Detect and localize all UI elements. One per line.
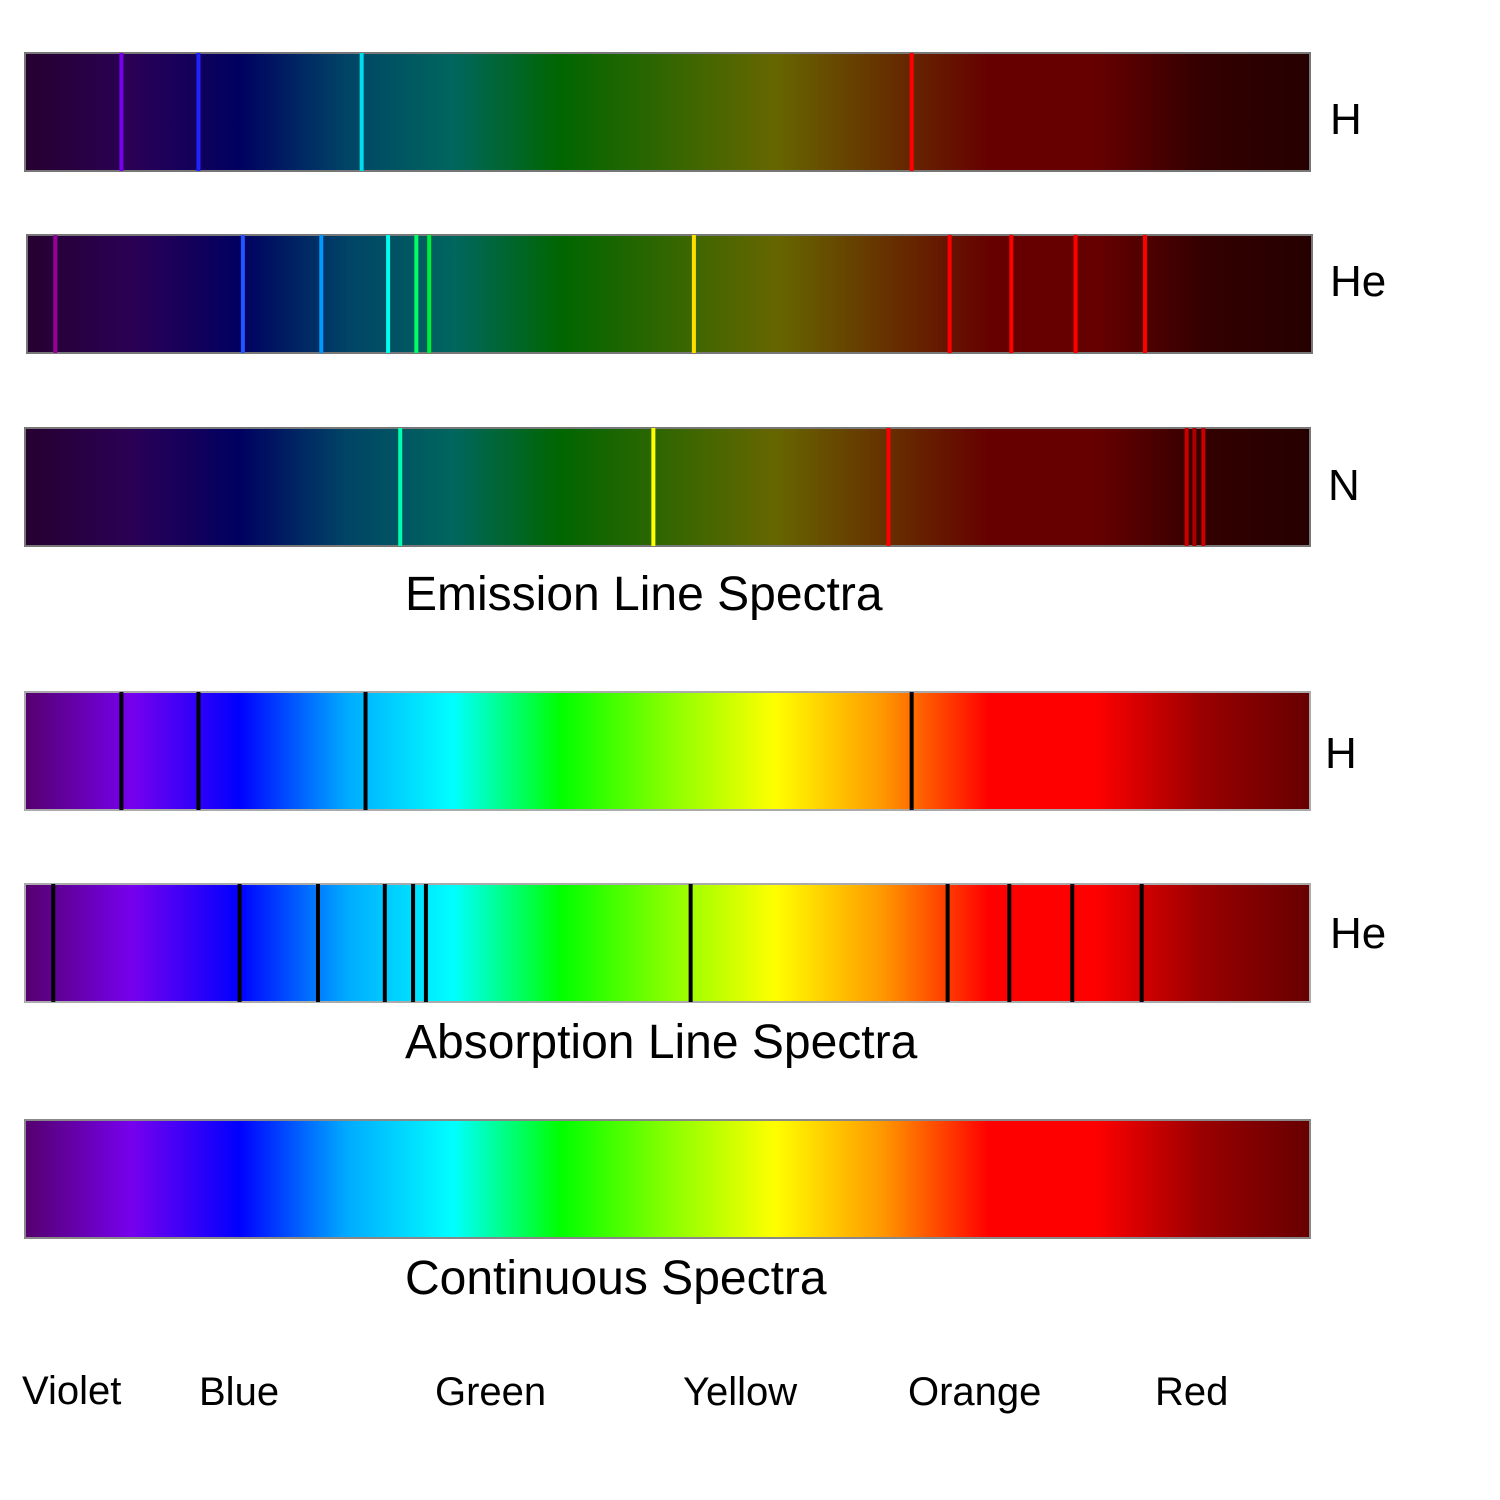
continuous-section: Continuous Spectra bbox=[24, 1119, 1311, 1305]
element-label-emission-h: H bbox=[1330, 95, 1362, 144]
continuous-bar bbox=[24, 1119, 1311, 1239]
emission-lines-n bbox=[398, 428, 1206, 546]
continuous-title: Continuous Spectra bbox=[405, 1252, 827, 1305]
absorption-lines-he bbox=[51, 884, 1144, 1002]
absorption-section: H He Absorption Line Spectra bbox=[24, 691, 1386, 1069]
color-label-green: Green bbox=[435, 1370, 546, 1414]
emission-bar-h bbox=[24, 52, 1311, 172]
absorption-title: Absorption Line Spectra bbox=[405, 1016, 918, 1069]
element-label-absorption-he: He bbox=[1330, 909, 1386, 958]
emission-bar-n bbox=[24, 427, 1311, 547]
color-label-blue: Blue bbox=[199, 1370, 279, 1414]
absorption-bar-he bbox=[24, 883, 1311, 1003]
emission-title: Emission Line Spectra bbox=[405, 568, 883, 621]
element-label-emission-he: He bbox=[1330, 257, 1386, 306]
color-label-red: Red bbox=[1155, 1370, 1228, 1414]
emission-bar-he bbox=[26, 234, 1313, 354]
emission-lines-he bbox=[53, 235, 1147, 353]
element-label-emission-n: N bbox=[1328, 461, 1360, 510]
color-label-yellow: Yellow bbox=[683, 1370, 797, 1414]
emission-lines-h bbox=[119, 53, 914, 171]
absorption-lines-h bbox=[119, 692, 914, 810]
color-labels: Violet Blue Green Yellow Orange Red bbox=[22, 1369, 1228, 1414]
absorption-bar-h bbox=[24, 691, 1311, 811]
color-label-violet: Violet bbox=[22, 1369, 121, 1413]
emission-section: H He N Emission Line Spectra bbox=[24, 52, 1386, 621]
color-label-orange: Orange bbox=[908, 1370, 1041, 1414]
element-label-absorption-h: H bbox=[1325, 729, 1357, 778]
